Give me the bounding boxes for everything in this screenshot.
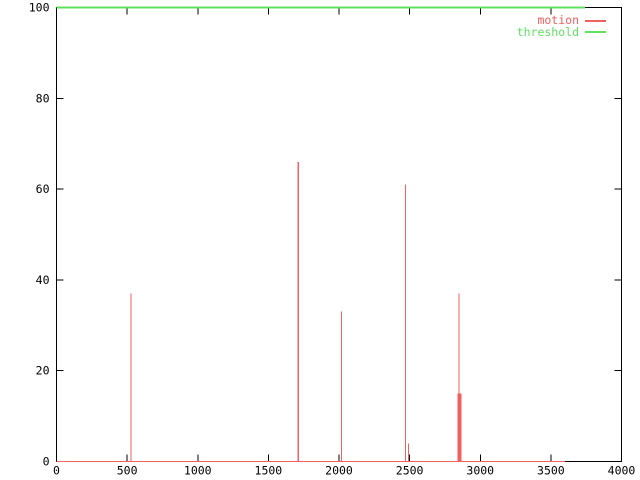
x-tick-label: 1500 (255, 464, 283, 478)
x-tick-label: 3500 (537, 464, 565, 478)
legend-item-motion: motion (517, 13, 606, 27)
x-tick-label: 500 (117, 464, 138, 478)
x-tick-label: 2500 (396, 464, 424, 478)
y-tick-label: 80 (36, 91, 50, 105)
legend-line-sample-motion (585, 19, 606, 22)
legend: motion threshold (516, 13, 606, 39)
x-tick-label: 2000 (325, 464, 353, 478)
legend-line-sample-threshold (585, 31, 606, 34)
y-tick-label: 0 (43, 455, 50, 469)
x-tick-label: 3000 (466, 464, 494, 478)
legend-label-threshold: threshold (516, 24, 579, 39)
x-tick-label: 4000 (608, 464, 636, 478)
y-tick-label: 60 (36, 182, 50, 196)
x-tick-label: 1000 (184, 464, 212, 478)
y-tick-label: 100 (29, 1, 50, 15)
y-tick-label: 40 (36, 273, 50, 287)
plot-border (56, 7, 622, 462)
legend-item-threshold: threshold (516, 24, 606, 39)
x-tick-label: 0 (53, 464, 60, 478)
legend-label-motion: motion (537, 13, 579, 27)
y-tick-label: 20 (36, 364, 50, 378)
